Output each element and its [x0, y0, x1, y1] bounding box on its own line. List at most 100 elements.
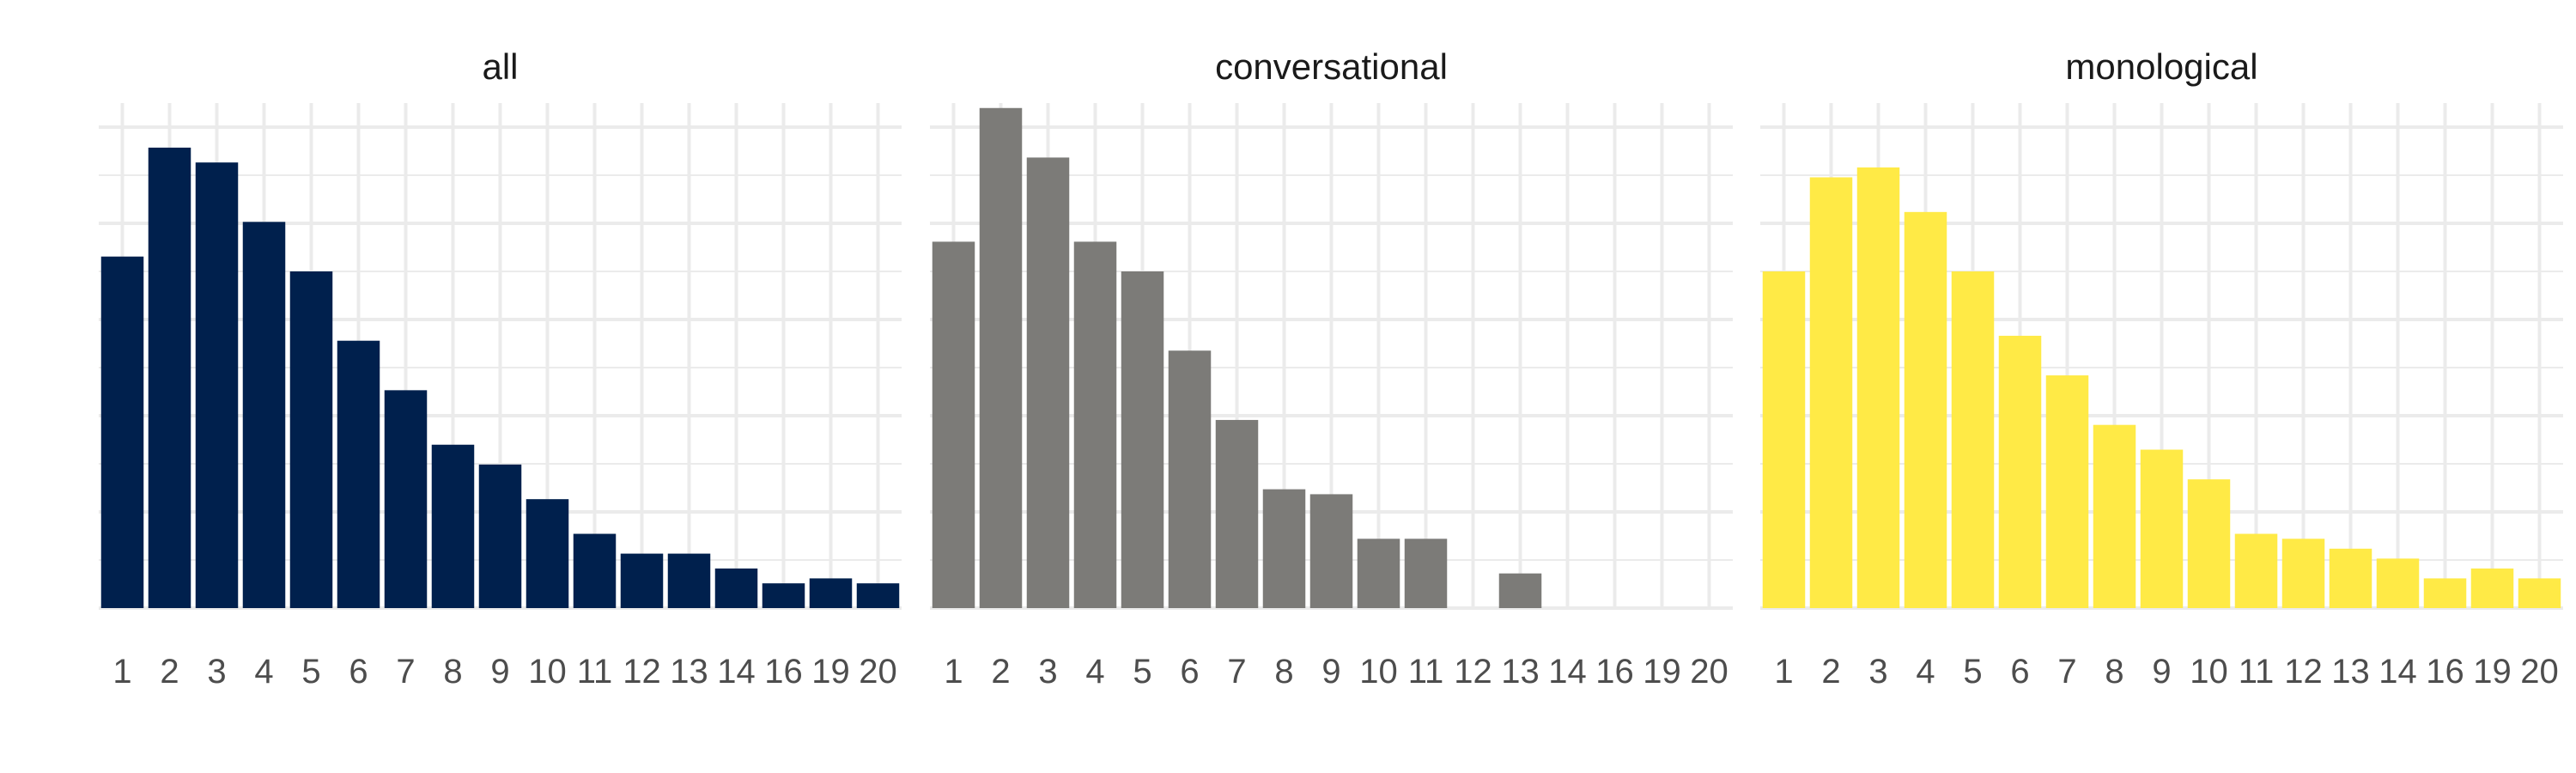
x-tick-label: 16: [1595, 653, 1634, 691]
bar-8: [2093, 424, 2136, 608]
bar-6: [1998, 335, 2042, 608]
x-tick-label: 14: [717, 653, 756, 691]
bar-6: [337, 340, 380, 608]
bar-4: [1904, 211, 1947, 608]
x-tick-label: 14: [2379, 653, 2417, 691]
bar-16: [762, 583, 805, 608]
x-tick-label: 3: [1038, 653, 1057, 691]
x-tick-label: 2: [1821, 653, 1840, 691]
x-tick-label: 19: [1643, 653, 1681, 691]
x-tick-label: 19: [811, 653, 850, 691]
bar-12: [620, 553, 664, 608]
bar-16: [2423, 578, 2467, 608]
x-tick-label: 2: [991, 653, 1010, 691]
x-tick-label: 5: [1133, 653, 1151, 691]
bar-1: [1762, 271, 1806, 608]
bar-13: [2329, 548, 2372, 608]
facet-title: conversational: [1215, 46, 1448, 87]
bar-5: [1951, 271, 1995, 608]
bar-5: [289, 271, 333, 608]
bar-13: [1498, 573, 1542, 608]
bar-3: [1856, 167, 1900, 609]
x-tick-label: 10: [528, 653, 567, 691]
x-tick-label: 11: [2239, 653, 2275, 691]
bar-14: [714, 568, 758, 608]
x-tick-label: 16: [764, 653, 803, 691]
facet-title: all: [482, 46, 518, 87]
x-tick-label: 3: [207, 653, 226, 691]
bar-4: [242, 222, 286, 608]
x-tick-label: 16: [2426, 653, 2464, 691]
x-tick-label: 1: [112, 653, 131, 691]
bar-8: [1262, 489, 1306, 608]
bar-7: [384, 390, 428, 608]
bar-9: [478, 464, 522, 608]
bar-11: [2234, 533, 2278, 608]
x-tick-label: 6: [2010, 653, 2029, 691]
bar-12: [2281, 539, 2325, 608]
bar-6: [1168, 350, 1212, 608]
bar-9: [1309, 494, 1353, 608]
x-tick-label: 5: [1963, 653, 1982, 691]
x-tick-label: 12: [1454, 653, 1492, 691]
x-tick-label: 9: [490, 653, 509, 691]
facet-title: monological: [2065, 46, 2257, 87]
bar-3: [1026, 157, 1070, 609]
bar-2: [979, 107, 1023, 608]
bar-19: [2470, 568, 2514, 608]
bar-19: [809, 578, 853, 608]
bar-10: [1357, 539, 1400, 608]
bar-1: [100, 256, 144, 608]
x-tick-label: 5: [301, 653, 320, 691]
x-tick-label: 3: [1868, 653, 1887, 691]
bar-8: [431, 444, 475, 608]
x-tick-label: 12: [623, 653, 661, 691]
x-tick-label: 9: [2152, 653, 2171, 691]
bar-11: [1404, 539, 1448, 608]
bar-13: [667, 553, 711, 608]
x-tick-label: 2: [160, 653, 179, 691]
bar-4: [1073, 241, 1117, 608]
bar-9: [2140, 449, 2184, 608]
x-tick-label: 12: [2284, 653, 2323, 691]
x-tick-label: 8: [2105, 653, 2123, 691]
bar-2: [148, 147, 191, 609]
x-tick-label: 20: [859, 653, 897, 691]
x-tick-label: 8: [1274, 653, 1293, 691]
bar-20: [856, 583, 900, 608]
x-tick-label: 7: [396, 653, 415, 691]
bar-3: [195, 162, 239, 609]
x-tick-label: 1: [1774, 653, 1793, 691]
x-tick-label: 1: [944, 653, 963, 691]
bar-11: [573, 533, 617, 608]
x-tick-label: 20: [2520, 653, 2559, 691]
x-tick-label: 11: [1408, 653, 1444, 691]
bar-7: [2045, 375, 2089, 608]
x-tick-label: 13: [670, 653, 708, 691]
x-tick-label: 7: [1227, 653, 1246, 691]
x-tick-label: 11: [577, 653, 613, 691]
x-tick-label: 9: [1321, 653, 1340, 691]
bar-1: [932, 241, 975, 608]
x-tick-label: 10: [1359, 653, 1398, 691]
bar-2: [1809, 177, 1853, 608]
bar-10: [2187, 479, 2231, 608]
x-tick-label: 4: [1916, 653, 1935, 691]
bar-10: [526, 499, 569, 608]
x-tick-label: 8: [443, 653, 462, 691]
bar-5: [1121, 271, 1164, 608]
bar-14: [2376, 558, 2420, 608]
x-tick-label: 20: [1690, 653, 1728, 691]
bar-7: [1215, 419, 1259, 608]
bar-20: [2518, 578, 2561, 608]
x-tick-label: 19: [2473, 653, 2512, 691]
x-tick-label: 6: [1180, 653, 1199, 691]
x-tick-label: 10: [2190, 653, 2228, 691]
x-tick-label: 13: [1501, 653, 1540, 691]
x-tick-label: 7: [2057, 653, 2076, 691]
x-tick-label: 6: [349, 653, 368, 691]
